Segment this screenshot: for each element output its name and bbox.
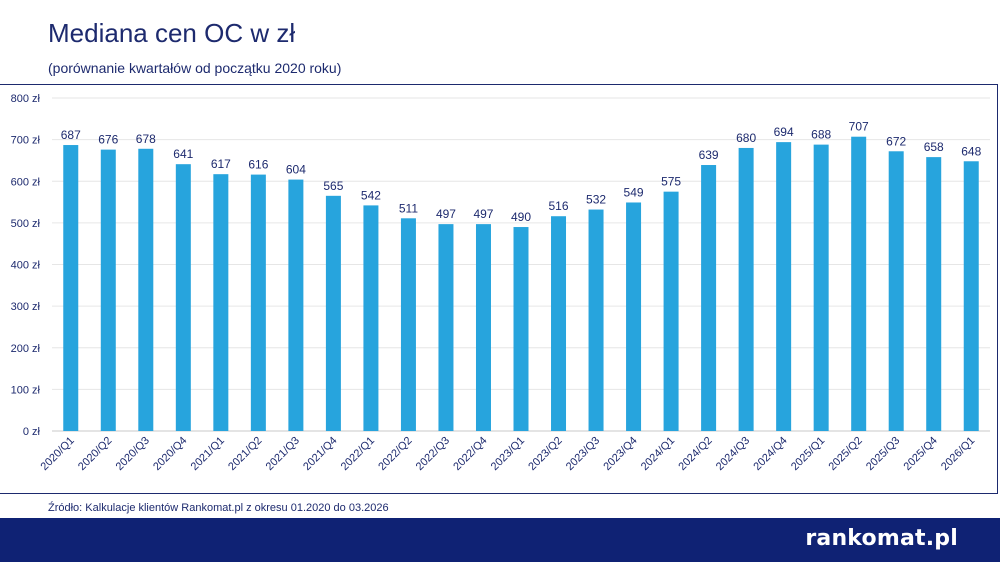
x-tick-label: 2023/Q4 xyxy=(601,435,639,473)
x-tick-label: 2020/Q3 xyxy=(114,435,152,473)
bar xyxy=(438,224,454,431)
data-label: 672 xyxy=(886,134,906,148)
bar xyxy=(626,202,642,431)
data-label: 604 xyxy=(286,163,306,177)
bar xyxy=(513,227,529,431)
y-tick-label: 100 zł xyxy=(11,384,41,396)
bar xyxy=(551,216,567,431)
chart-title: Mediana cen OC w zł xyxy=(48,18,296,48)
x-tick-label: 2020/Q4 xyxy=(151,435,189,473)
data-label: 542 xyxy=(361,188,381,202)
x-tick-label: 2024/Q4 xyxy=(751,435,789,473)
x-tick-label: 2020/Q1 xyxy=(39,435,77,473)
bar xyxy=(663,191,679,431)
footer-bar: rankomat.pl xyxy=(0,518,1000,562)
x-tick-label: 2021/Q2 xyxy=(226,435,264,473)
bar xyxy=(963,161,979,431)
data-label: 490 xyxy=(511,210,531,224)
y-tick-label: 500 zł xyxy=(11,218,41,230)
bar xyxy=(288,179,304,431)
bar xyxy=(100,149,116,431)
data-label: 532 xyxy=(586,193,606,207)
y-tick-label: 800 zł xyxy=(11,93,41,105)
data-label: 641 xyxy=(173,147,193,161)
bar xyxy=(400,218,416,431)
bar xyxy=(851,136,867,431)
data-label: 688 xyxy=(811,128,831,142)
bar-chart: 0 zł 100 zł 200 zł 300 zł 400 zł 500 zł 600 zł… xyxy=(11,93,990,473)
bar xyxy=(363,205,379,431)
x-tick-label: 2026/Q1 xyxy=(939,435,977,473)
data-label: 575 xyxy=(661,175,681,189)
bar xyxy=(250,174,266,431)
bar xyxy=(213,174,229,431)
x-tick-label: 2022/Q1 xyxy=(339,435,377,473)
data-label: 565 xyxy=(323,179,343,193)
x-tick-label: 2024/Q2 xyxy=(676,435,714,473)
y-tick-label: 400 zł xyxy=(11,260,41,272)
bar xyxy=(475,224,491,431)
data-label: 511 xyxy=(399,201,418,215)
bar xyxy=(588,209,604,431)
x-tick-label: 2024/Q1 xyxy=(639,435,677,473)
bar xyxy=(138,148,154,431)
x-tick-label: 2024/Q3 xyxy=(714,435,752,473)
x-tick-label: 2023/Q1 xyxy=(489,435,527,473)
y-tick-label: 0 zł xyxy=(23,426,41,438)
chart-frame xyxy=(0,84,998,494)
y-tick-label: 700 zł xyxy=(11,135,41,147)
x-tick-label: 2022/Q4 xyxy=(451,435,489,473)
data-label: 516 xyxy=(549,199,569,213)
brand-logo: rankomat.pl xyxy=(805,526,958,551)
chart-subtitle: (porównanie kwartałów od początku 2020 r… xyxy=(48,60,342,76)
x-tick-label: 2023/Q2 xyxy=(526,435,564,473)
bar xyxy=(888,151,904,431)
x-tick-label: 2021/Q1 xyxy=(189,435,227,473)
x-tick-label: 2021/Q3 xyxy=(264,435,302,473)
data-label: 497 xyxy=(473,207,493,221)
bar xyxy=(926,157,942,432)
y-tick-label: 600 zł xyxy=(11,176,41,188)
data-label: 680 xyxy=(736,131,756,145)
y-tick-label: 200 zł xyxy=(11,343,41,355)
data-label: 617 xyxy=(211,157,231,171)
data-label: 639 xyxy=(699,148,719,162)
data-label: 497 xyxy=(436,207,456,221)
x-tick-label: 2022/Q3 xyxy=(414,435,452,473)
bar xyxy=(813,144,829,431)
x-tick-label: 2020/Q2 xyxy=(76,435,114,473)
x-tick-label: 2025/Q4 xyxy=(902,435,940,473)
bar xyxy=(738,147,754,431)
data-label: 687 xyxy=(61,128,81,142)
data-label: 678 xyxy=(136,132,156,146)
bar xyxy=(63,145,79,431)
bar xyxy=(701,165,717,432)
bar xyxy=(776,142,792,431)
data-label: 616 xyxy=(248,158,268,172)
data-label: 707 xyxy=(849,120,869,134)
x-tick-label: 2025/Q2 xyxy=(826,435,864,473)
x-tick-label: 2023/Q3 xyxy=(564,435,602,473)
x-tick-label: 2022/Q2 xyxy=(376,435,414,473)
data-label: 676 xyxy=(98,133,118,147)
y-tick-label: 300 zł xyxy=(11,301,41,313)
bar xyxy=(325,195,341,431)
x-tick-label: 2025/Q3 xyxy=(864,435,902,473)
x-tick-label: 2025/Q1 xyxy=(789,435,827,473)
x-tick-label: 2021/Q4 xyxy=(301,435,339,473)
bar xyxy=(175,164,191,431)
data-label: 658 xyxy=(924,140,944,154)
data-label: 648 xyxy=(961,144,981,158)
data-label: 549 xyxy=(624,185,644,199)
data-label: 694 xyxy=(774,125,794,139)
source-note: Źródło: Kalkulacje klientów Rankomat.pl … xyxy=(48,502,389,514)
